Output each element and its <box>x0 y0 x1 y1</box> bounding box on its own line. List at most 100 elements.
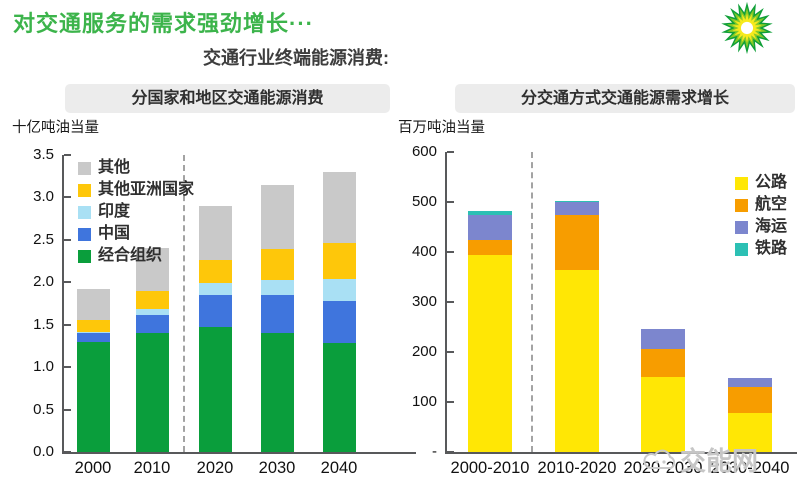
x-axis-label: 2010 <box>133 459 171 477</box>
y-axis-label: 1.0 <box>33 358 54 376</box>
segment-航空 <box>468 239 512 255</box>
segment-印度 <box>260 279 294 296</box>
x-axis-label: 2030 <box>258 459 296 477</box>
segment-中国 <box>198 295 232 328</box>
y-axis-tick <box>64 196 71 199</box>
legend-swatch-icon <box>734 198 748 212</box>
page-title: 对交通服务的需求强劲增长··· <box>13 11 314 36</box>
legend-swatch-icon <box>78 161 91 175</box>
legend-item-其他: 其他 <box>78 159 194 177</box>
bar-2020-2030 <box>641 328 685 452</box>
legend-item-中国: 中国 <box>78 225 194 243</box>
bar-2010 <box>135 248 169 452</box>
segment-公路 <box>728 413 772 452</box>
segment-海运 <box>468 214 512 240</box>
legend-label: 其他亚洲国家 <box>98 181 195 198</box>
segment-经合组织 <box>198 327 232 452</box>
segment-航空 <box>728 387 772 413</box>
legend-label: 经合组织 <box>98 247 163 264</box>
x-axis-label: 2020 <box>196 459 234 477</box>
y-axis-tick <box>64 281 71 284</box>
segment-其他 <box>198 206 232 261</box>
x-axis-label: 2010-2020 <box>537 459 617 477</box>
bar-2040 <box>322 172 356 452</box>
segment-公路 <box>468 254 512 452</box>
legend-item-其他亚洲国家: 其他亚洲国家 <box>78 181 194 199</box>
segment-其他亚洲国家 <box>260 249 294 280</box>
y-axis-label: 300 <box>411 293 437 310</box>
segment-其他亚洲国家 <box>198 260 232 284</box>
y-axis-tick <box>447 251 454 253</box>
bar-2000 <box>76 289 110 452</box>
legend-label: 海运 <box>754 218 787 235</box>
subtitle: 交通行业终端能源消费: <box>203 48 389 68</box>
segment-经合组织 <box>76 341 110 452</box>
x-axis-label: 2000 <box>74 459 112 477</box>
y-axis-tick <box>447 201 454 203</box>
segment-印度 <box>322 278 356 302</box>
y-axis-label: 500 <box>411 193 437 210</box>
legend-label: 中国 <box>98 225 131 242</box>
bar-2020 <box>198 206 232 452</box>
watermark-text: 交能网 <box>680 446 759 476</box>
y-axis-label: 3.0 <box>33 188 54 206</box>
right-chart-title: 分交通方式交通能源需求增长 <box>455 84 795 113</box>
legend-swatch-icon <box>734 242 748 256</box>
segment-海运 <box>641 328 685 349</box>
y-axis-label: 1.5 <box>33 315 54 333</box>
segment-其他 <box>135 248 169 291</box>
legend-swatch-icon <box>78 227 91 241</box>
legend-swatch-icon <box>734 176 748 190</box>
y-axis-label: 0.0 <box>33 443 54 460</box>
segment-经合组织 <box>135 333 169 452</box>
x-axis-label: 2030-2040 <box>710 459 790 477</box>
jiaoneng-mascot-icon <box>643 449 676 469</box>
segment-公路 <box>555 269 599 452</box>
legend-item-公路: 公路 <box>734 174 787 192</box>
y-axis-tick <box>447 351 454 353</box>
legend-item-航空: 航空 <box>734 196 787 214</box>
segment-航空 <box>641 348 685 377</box>
bar-2030-2040 <box>728 378 772 452</box>
segment-航空 <box>555 214 599 270</box>
left-chart-title: 分国家和地区交通能源消费 <box>65 84 390 113</box>
segment-海运 <box>555 202 599 215</box>
legend-swatch-icon <box>78 183 91 197</box>
segment-经合组织 <box>260 333 294 452</box>
segment-中国 <box>322 301 356 344</box>
segment-中国 <box>76 333 110 342</box>
left-y-axis-unit: 十亿吨油当量 <box>12 120 99 136</box>
segment-其他 <box>322 172 356 244</box>
y-axis-label: 400 <box>411 243 437 260</box>
legend-label: 铁路 <box>754 240 787 257</box>
y-axis-label: 0.5 <box>33 400 54 418</box>
y-axis-tick <box>447 151 454 153</box>
segment-其他亚洲国家 <box>76 319 110 332</box>
y-axis-tick <box>64 451 71 453</box>
segment-其他 <box>260 184 294 250</box>
legend-swatch-icon <box>734 220 748 234</box>
legend-label: 航空 <box>754 196 787 213</box>
bp-helios-logo-icon <box>721 1 773 55</box>
y-axis-tick <box>64 366 71 369</box>
x-axis-label: 2000-2010 <box>450 459 530 477</box>
segment-海运 <box>728 378 772 387</box>
projection-separator-line <box>531 152 533 452</box>
segment-中国 <box>135 315 169 334</box>
segment-印度 <box>198 283 232 296</box>
y-axis-tick <box>64 408 71 411</box>
y-axis-tick <box>64 154 71 156</box>
segment-公路 <box>641 377 685 452</box>
segment-其他亚洲国家 <box>135 290 169 309</box>
segment-其他 <box>76 289 110 320</box>
legend-item-铁路: 铁路 <box>734 240 787 258</box>
legend-swatch-icon <box>78 249 91 263</box>
legend-swatch-icon <box>78 205 91 219</box>
y-axis-label: 2.5 <box>33 230 54 248</box>
segment-经合组织 <box>322 343 356 452</box>
segment-中国 <box>260 295 294 334</box>
y-axis-tick <box>447 401 454 403</box>
y-axis-label: 3.5 <box>33 146 54 163</box>
segment-其他亚洲国家 <box>322 243 356 279</box>
